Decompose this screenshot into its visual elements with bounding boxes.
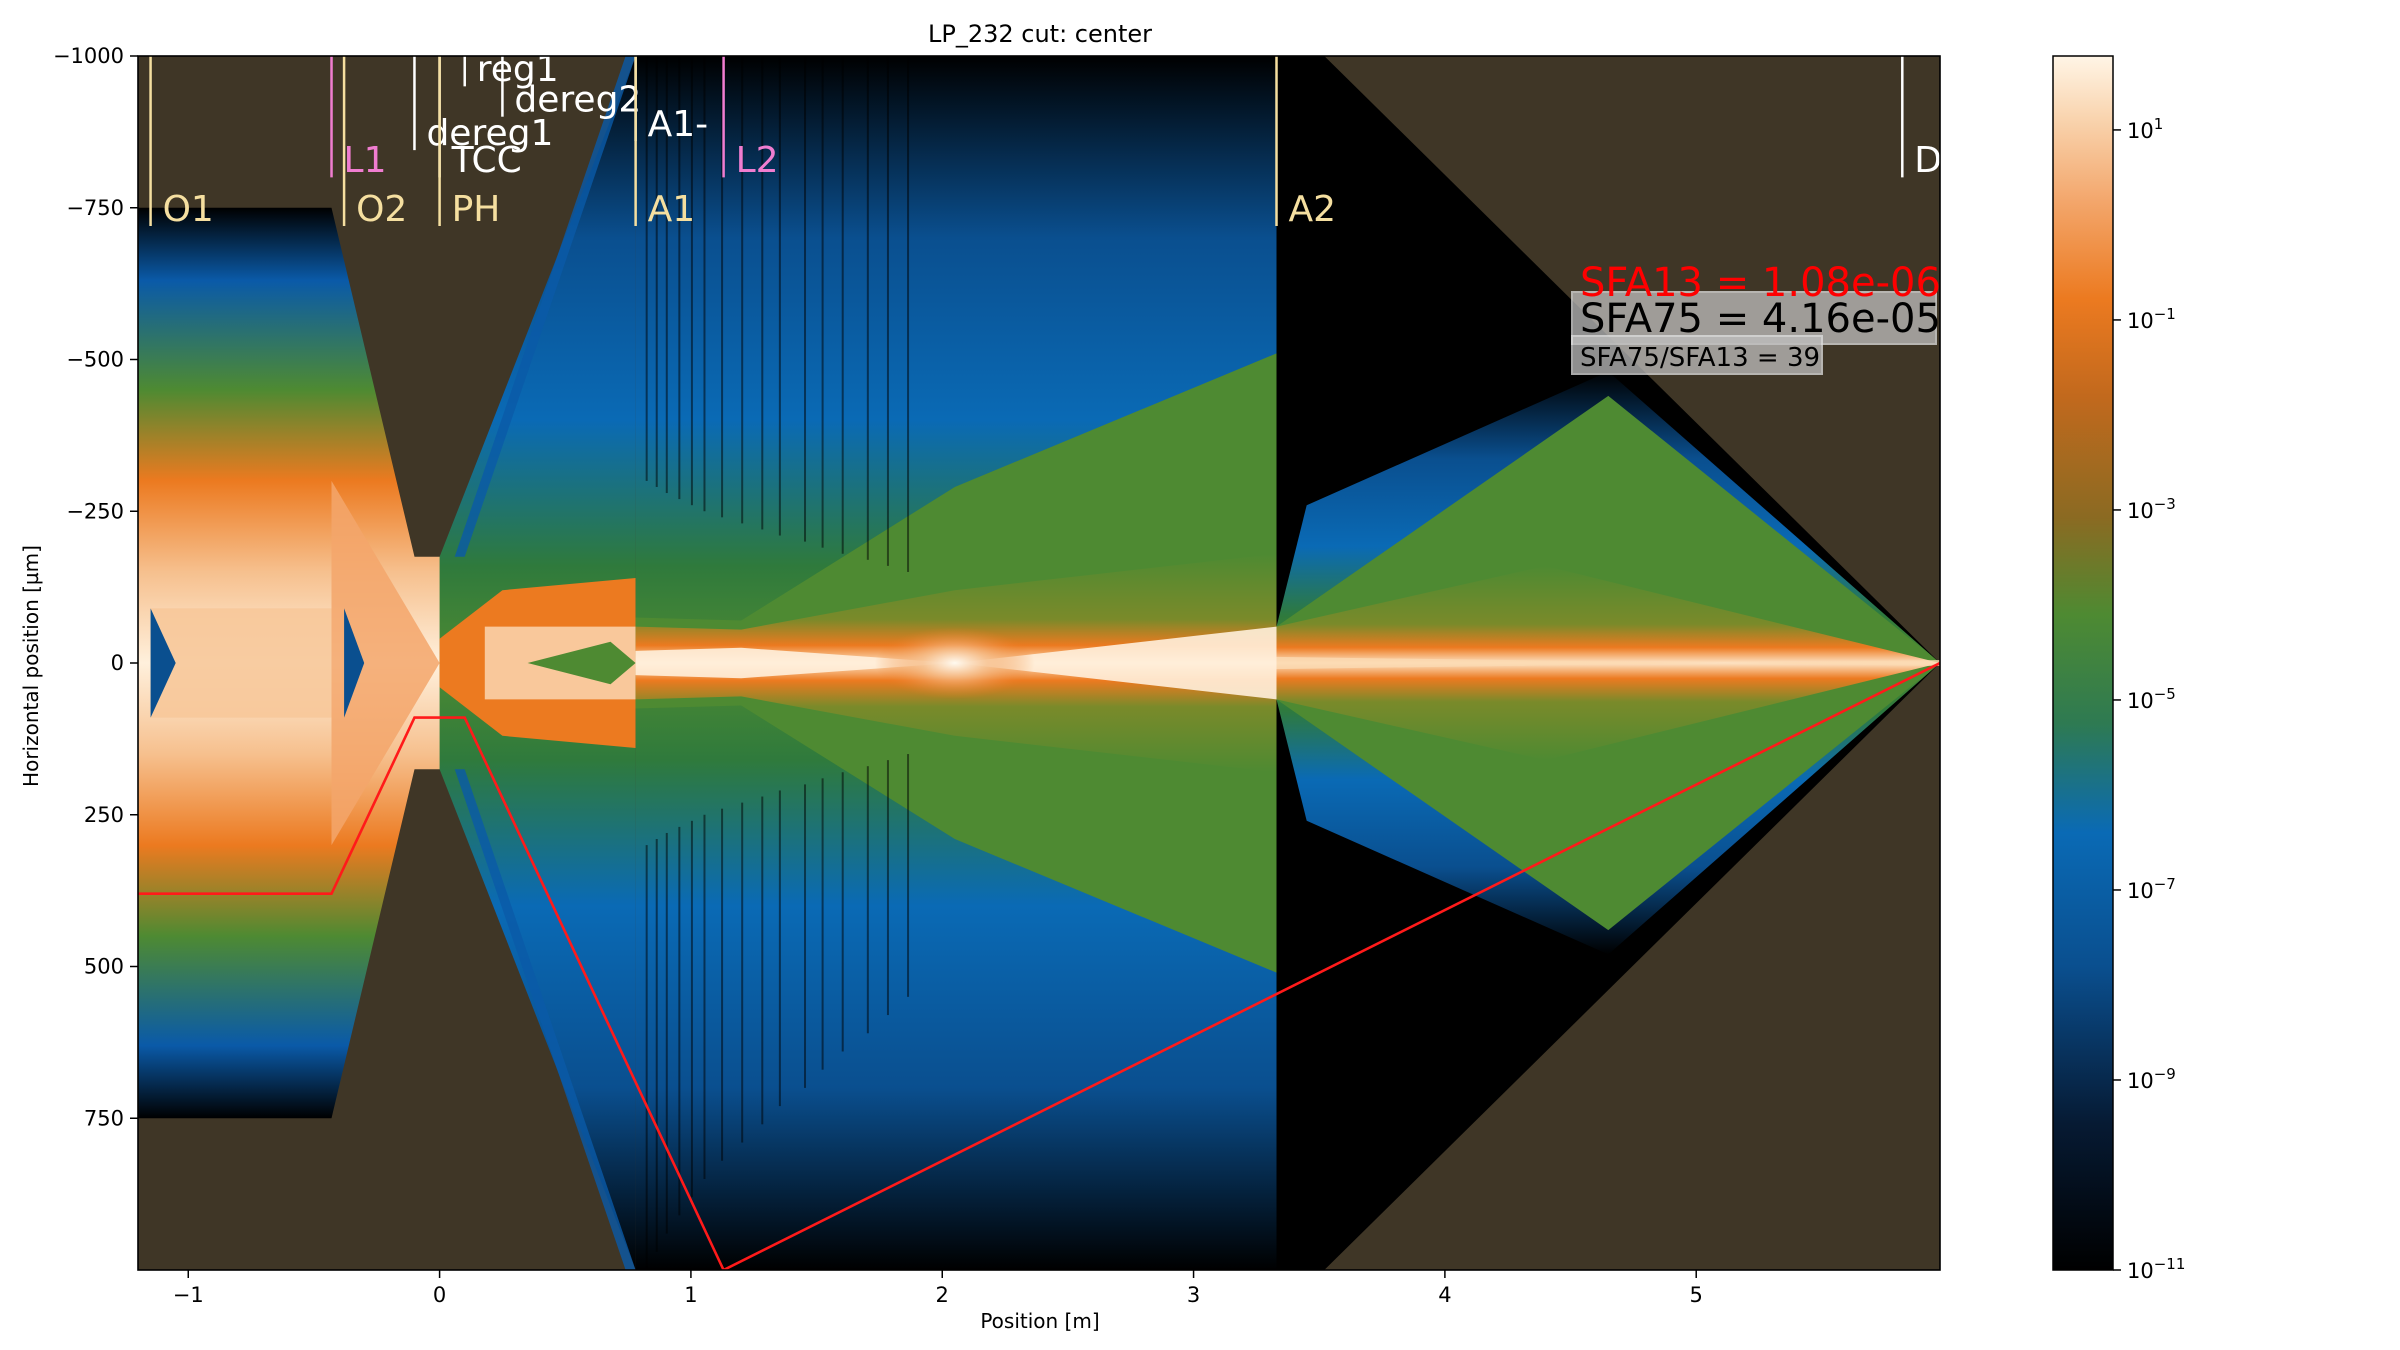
ratio-box [1571, 335, 1823, 375]
x-tick-label: 0 [433, 1283, 446, 1307]
heatmap-image [138, 56, 1940, 1270]
region-tcc-diamond [527, 641, 636, 685]
streak-mark [804, 784, 807, 1088]
y-tick-label: −1000 [53, 44, 124, 68]
streak-mark [721, 56, 724, 518]
region-focus-glow [874, 627, 1035, 699]
streak-mark [678, 56, 681, 500]
x-tick-label: 5 [1690, 1283, 1703, 1307]
colorbar-gradient [2052, 55, 2114, 1271]
axes: −1 0 1 2 3 4 5 −1000 −750 −500 −250 0 250 500 750 [53, 44, 1703, 1307]
streak-mark [645, 845, 648, 1270]
region-o1-notch [150, 608, 176, 718]
region-o1-core [150, 608, 332, 718]
streak-mark [821, 778, 824, 1070]
marker-label-TCC: TCC [451, 140, 522, 181]
streak-mark [804, 56, 807, 542]
streak-mark [886, 760, 889, 1016]
trace-line [138, 661, 1940, 1270]
streak-mark [690, 820, 693, 1198]
marker-label-PH: PH [452, 189, 501, 230]
y-tick-label: −500 [66, 348, 124, 372]
streak-mark [665, 56, 668, 494]
x-tick-label: 3 [1187, 1283, 1200, 1307]
streak-mark [778, 56, 781, 536]
streak-mark [665, 832, 668, 1234]
colorbar-tick-label: 10−7 [2127, 875, 2176, 903]
region-a2-core [1276, 656, 1940, 670]
y-tick-label: 500 [84, 955, 124, 979]
marker-label-A1-: A1- [648, 104, 709, 145]
streak-mark [645, 56, 648, 481]
streak-mark [841, 56, 844, 554]
streak-mark [761, 56, 764, 530]
x-tick-label: 1 [684, 1283, 697, 1307]
marker-label-dereg2: dereg2 [514, 80, 641, 121]
streak-mark [741, 56, 744, 524]
sfa75-text: SFA75 = 4.16e-05 [1580, 296, 1941, 342]
chart-title: LP_232 cut: center [928, 20, 1152, 48]
y-tick-label: 0 [111, 651, 124, 675]
sfa13-text: SFA13 = 1.08e-06 [1580, 260, 1941, 306]
marker-label-A1: A1 [648, 189, 696, 230]
streak-mark [886, 56, 889, 566]
red-trace [138, 661, 1940, 1270]
streak-mark [821, 56, 824, 548]
streak-mark [761, 796, 764, 1125]
marker-label-O1: O1 [163, 189, 214, 230]
y-tick-label: 250 [84, 803, 124, 827]
streak-mark [907, 754, 910, 997]
marker-label-L2: L2 [736, 140, 779, 181]
streak-mark [690, 56, 693, 506]
region-o2-converge [331, 480, 440, 846]
ratio-text: SFA75/SFA13 = 39 [1580, 343, 1820, 373]
region-tcc-edge-top [454, 56, 636, 557]
y-tick-label: 750 [84, 1106, 124, 1130]
x-tick-label: −1 [173, 1283, 204, 1307]
marker-label-O2: O2 [356, 189, 407, 230]
x-tick-label: 4 [1438, 1283, 1451, 1307]
colorbar-tick-label: 10−9 [2127, 1065, 2176, 1093]
colorbar-tick-label: 10−3 [2127, 495, 2176, 523]
marker-label-L1: L1 [344, 140, 387, 181]
streak-mark [703, 56, 706, 512]
colorbar-tick-label: 101 [2127, 115, 2163, 143]
y-tick-label: −250 [66, 499, 124, 523]
streak-mark [703, 814, 706, 1179]
streak-mark [866, 56, 869, 560]
streak-mark [778, 790, 781, 1107]
x-tick-label: 2 [936, 1283, 949, 1307]
streak-mark [841, 772, 844, 1052]
region-o2-notch [344, 608, 365, 718]
streak-mark [678, 826, 681, 1216]
marker-label-A2: A2 [1289, 189, 1337, 230]
streak-mark [721, 808, 724, 1161]
y-axis-label: Horizontal position [µm] [19, 545, 43, 787]
colorbar: 101 10−1 10−3 10−5 10−7 10−9 10−11 [2052, 55, 2185, 1283]
streak-mark [655, 56, 658, 487]
y-tick-label: −750 [66, 196, 124, 220]
colorbar-tick-label: 10−5 [2127, 685, 2176, 713]
colorbar-tick-label: 10−11 [2127, 1255, 2185, 1283]
marker-label-dereg1: dereg1 [426, 113, 553, 154]
streak-mark [907, 56, 910, 572]
streak-mark [741, 802, 744, 1143]
x-axis-label: Position [m] [980, 1309, 1099, 1333]
region-tcc-edge-bot [454, 769, 636, 1270]
colorbar-tick-label: 10−1 [2127, 305, 2176, 333]
streak-mark [655, 839, 658, 1252]
streak-mark [866, 766, 869, 1034]
